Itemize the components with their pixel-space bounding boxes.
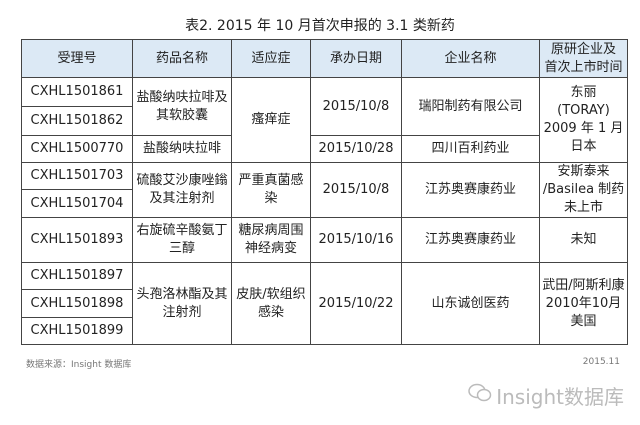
table-row: CXHL1501897 头孢洛林酯及其注射剂 皮肤/软组织感染 2015/10/… [21,262,628,345]
cell-drug: 硫酸艾沙康唑鎓及其注射剂 [132,162,232,218]
cell-drug: 盐酸纳呋拉啡 [132,135,232,163]
cell-date: 2015/10/8 [310,162,402,218]
cell-id: CXHL1501704 [21,189,133,218]
cell-drug: 右旋硫辛酸氨丁三醇 [132,217,232,263]
table-row: CXHL1501704 [21,189,628,218]
source-note: 数据来源：Insight 数据库 [26,360,132,370]
cell-company: 四川百利药业 [401,135,540,163]
cell-id: CXHL1501862 [21,106,133,136]
cell-original: 东丽 (TORAY) 2009 年 1 月 日本 [539,77,628,163]
table-row: CXHL1501703 硫酸艾沙康唑鎓及其注射剂 严重真菌感染 2015/10/… [21,162,628,218]
cell-id: CXHL1501861 [21,77,133,107]
header-id: 受理号 [21,39,133,78]
cell-date: 2015/10/22 [310,262,402,345]
cell-date: 2015/10/8 [310,77,402,136]
table-row: CXHL1500770 盐酸纳呋拉啡 2015/10/28 四川百利药业 [21,135,628,163]
cell-id: CXHL1501897 [21,262,133,290]
header-drug: 药品名称 [132,39,232,78]
table-row: CXHL1501861 盐酸纳呋拉啡及其软胶囊 瘙痒症 2015/10/8 瑞阳… [21,77,628,163]
cell-company: 瑞阳制药有限公司 [401,77,540,136]
table-title: 表2. 2015 年 10 月首次申报的 3.1 类新药 [185,18,455,34]
cell-drug: 头孢洛林酯及其注射剂 [132,262,232,345]
cell-company: 江苏奥赛康药业 [401,162,540,218]
cell-indication: 严重真菌感染 [231,162,311,218]
cell-indication: 糖尿病周围神经病变 [231,217,311,263]
drug-table: 受理号 药品名称 适应症 承办日期 企业名称 原研企业及 首次上市时间 CXHL… [21,39,628,345]
cell-original: 安斯泰来 /Basilea 制药 未上市 [539,162,628,218]
table-row: CXHL1501893 右旋硫辛酸氨丁三醇 糖尿病周围神经病变 2015/10/… [21,217,628,263]
table-row: CXHL1501899 [21,317,628,345]
cell-indication: 皮肤/软组织感染 [231,262,311,345]
wechat-icon [468,383,492,408]
header-indication: 适应症 [231,39,311,78]
cell-id: CXHL1501893 [21,217,133,263]
header-row: 受理号 药品名称 适应症 承办日期 企业名称 原研企业及 首次上市时间 [21,39,628,78]
cell-drug: 盐酸纳呋拉啡及其软胶囊 [132,77,232,136]
cell-original: 未知 [539,217,628,263]
cell-indication: 瘙痒症 [231,77,311,163]
report-date: 2015.11 [582,357,620,367]
cell-date: 2015/10/16 [310,217,402,263]
cell-id: CXHL1501703 [21,162,133,190]
cell-date: 2015/10/28 [310,135,402,163]
table-row: CXHL1501862 [21,106,628,136]
cell-original: 武田/阿斯利康 2010年10月 美国 [539,262,628,345]
header-date: 承办日期 [310,39,402,78]
cell-company: 江苏奥赛康药业 [401,217,540,263]
cell-id: CXHL1501899 [21,317,133,345]
logo-text: Insight数据库 [496,385,624,409]
cell-id: CXHL1501898 [21,289,133,318]
cell-company: 山东诚创医药 [401,262,540,345]
watermark-logo: Insight数据库 [468,381,624,410]
header-company: 企业名称 [401,39,540,78]
cell-id: CXHL1500770 [21,135,133,163]
header-original: 原研企业及 首次上市时间 [539,39,628,78]
